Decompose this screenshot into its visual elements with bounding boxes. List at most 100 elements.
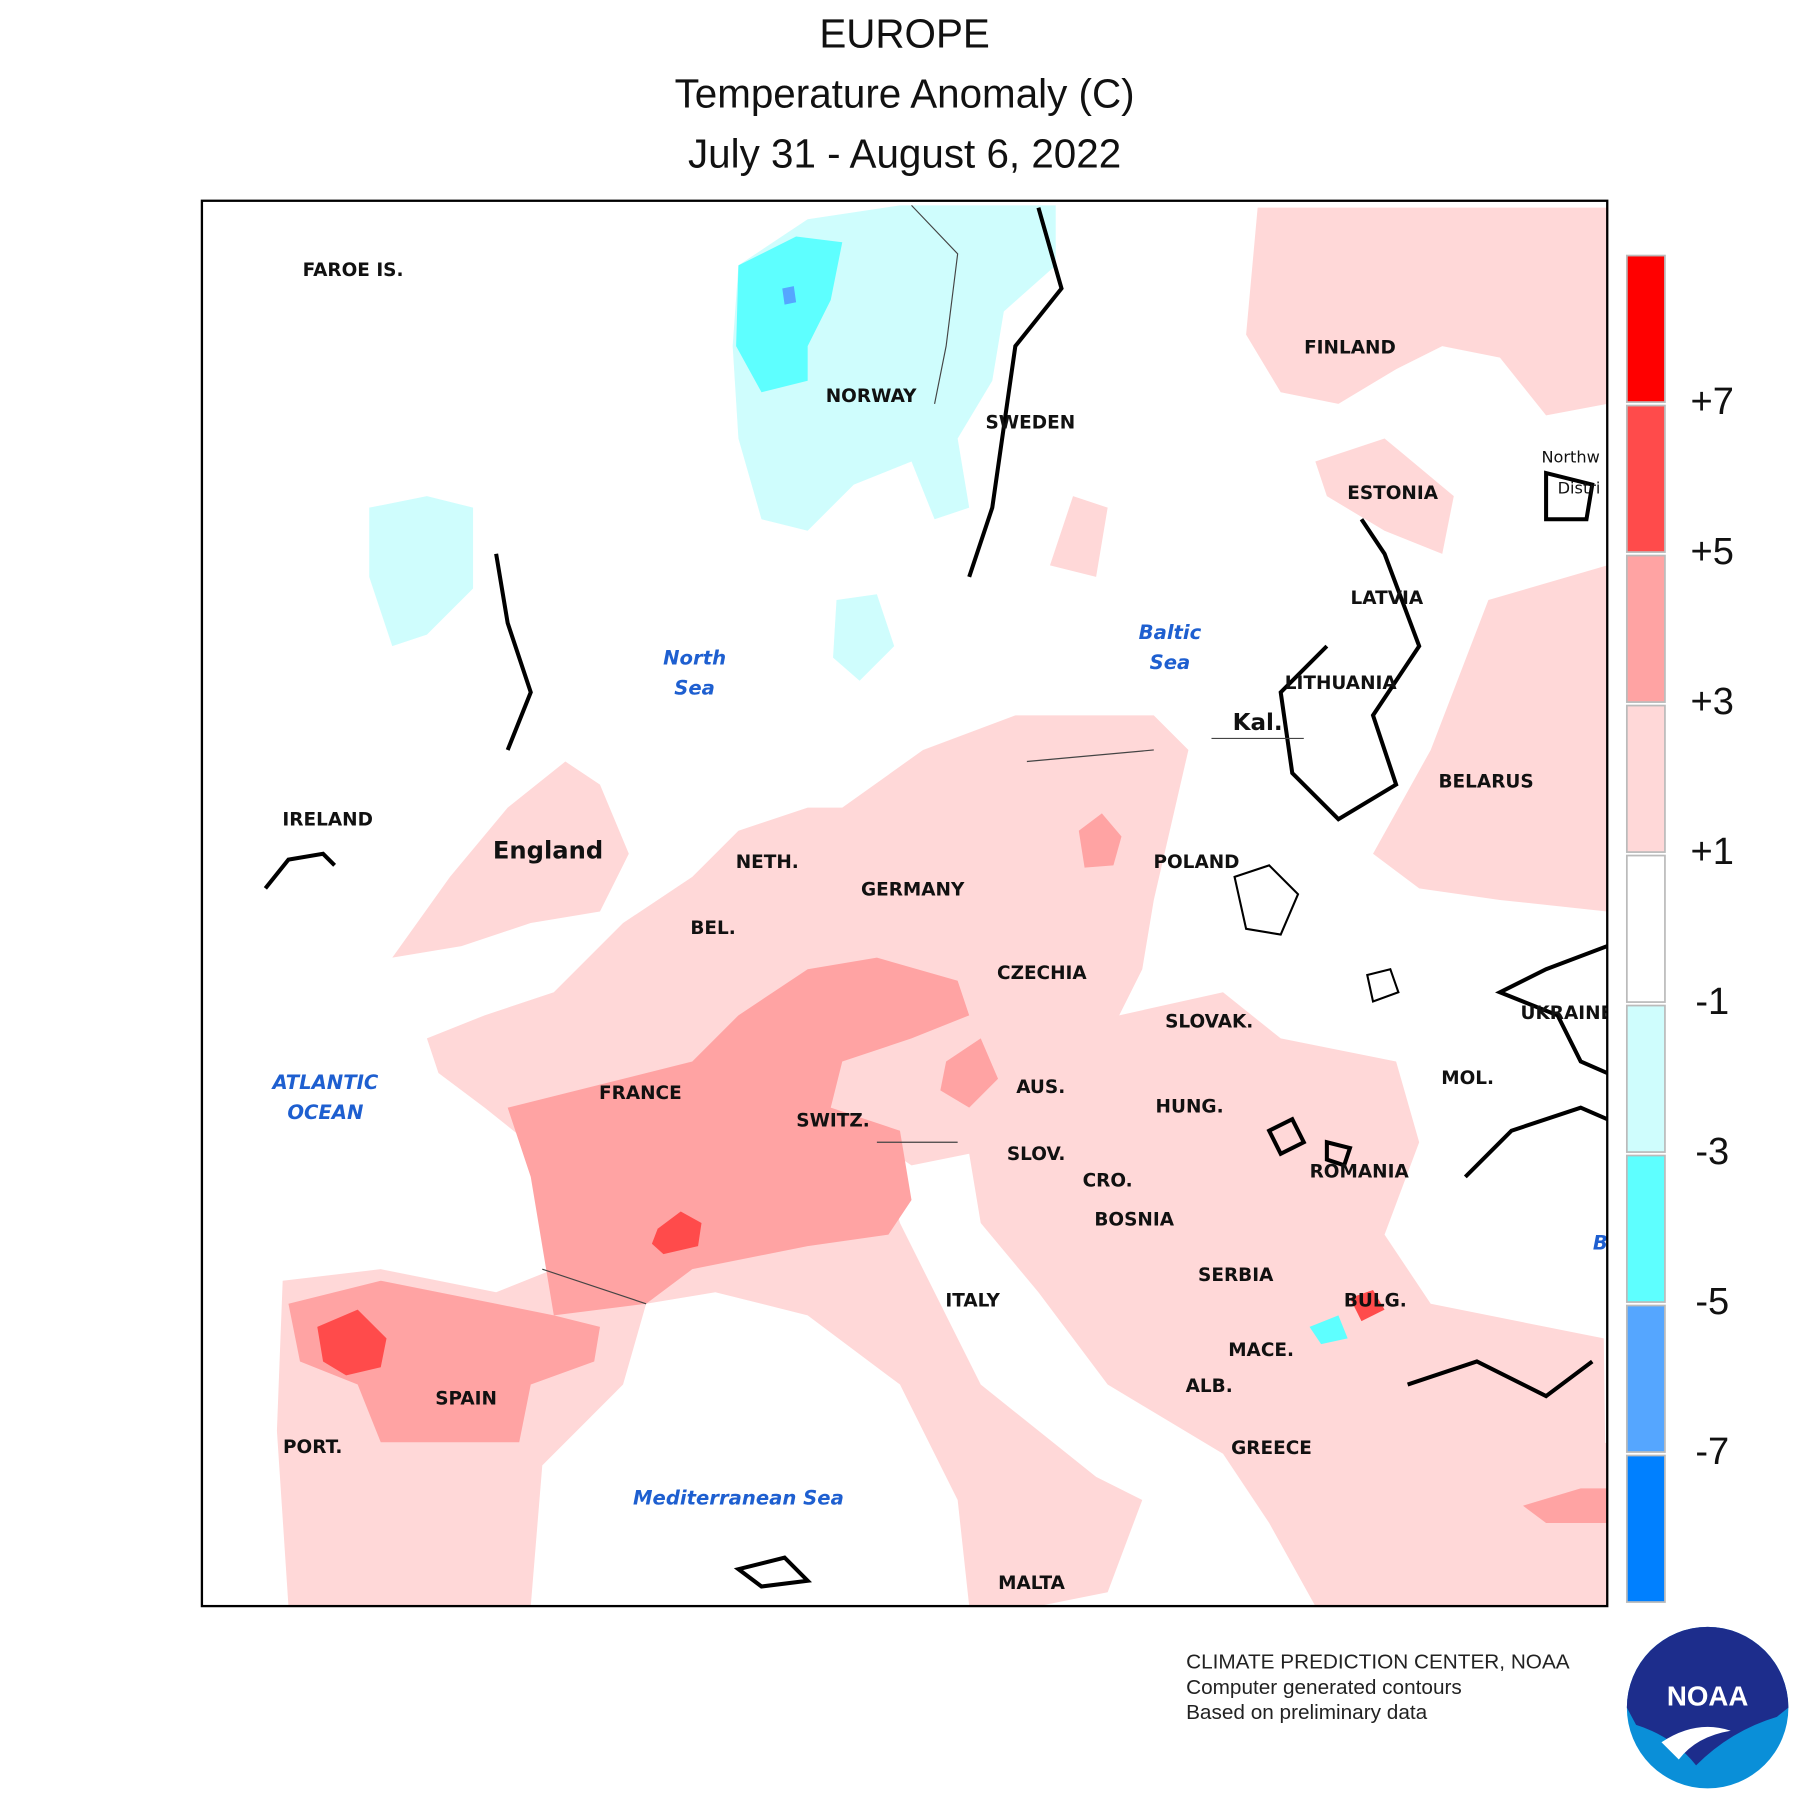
legend-swatch [1625, 704, 1666, 853]
contour [1233, 864, 1300, 936]
anomaly-medium-warm [1078, 813, 1122, 868]
legend-swatch [1625, 404, 1666, 553]
legend-tick-label: -5 [1695, 1281, 1729, 1323]
contour [733, 1555, 813, 1589]
country-label: ROMANIA [1310, 1161, 1410, 1182]
country-label: SPAIN [435, 1389, 497, 1410]
anomaly-medium-warm [1523, 1488, 1608, 1524]
country-label: GERMANY [861, 880, 965, 901]
country-label: England [493, 837, 603, 865]
title: EUROPE [819, 11, 990, 57]
sea-label: Sea [1150, 651, 1191, 674]
subtitle: Temperature Anomaly (C) [675, 71, 1135, 117]
legend-swatch [1625, 254, 1666, 403]
country-label: SLOVAK. [1165, 1011, 1253, 1032]
contour [1406, 1359, 1594, 1399]
map-frame [200, 199, 1609, 1608]
country-label: NETH. [736, 852, 799, 873]
country-label: BEL. [690, 918, 735, 939]
country-label: FRANCE [599, 1083, 682, 1104]
sea-label: Mediterranean Sea [633, 1486, 844, 1509]
country-label: FAROE IS. [303, 260, 404, 281]
contour [1463, 1105, 1608, 1179]
country-label: PORT. [283, 1437, 342, 1458]
anomaly-strong-cool [782, 286, 797, 305]
credit: CLIMATE PREDICTION CENTER, NOAA [1186, 1650, 1570, 1673]
country-label: ALB. [1186, 1376, 1233, 1397]
contour [1266, 1116, 1353, 1168]
contour [1366, 967, 1400, 1003]
country-label: GREECE [1231, 1438, 1312, 1459]
legend-tick-label: -7 [1695, 1431, 1729, 1473]
country-label: BELARUS [1438, 771, 1533, 792]
anomaly-light-cool [369, 496, 474, 647]
anomaly-medium-warm [507, 957, 970, 1316]
country-label: LATVIA [1351, 588, 1424, 609]
border [542, 204, 1304, 1305]
country-label: ESTONIA [1347, 483, 1438, 504]
country-label: CZECHIA [997, 963, 1087, 984]
legend-tick-label: +7 [1691, 381, 1734, 423]
anomaly-strong-warm [651, 1211, 702, 1255]
layout: EUROPE Temperature Anomaly (C) July 31 -… [200, 11, 1789, 1789]
country-label: SWEDEN [986, 412, 1076, 433]
period: July 31 - August 6, 2022 [688, 131, 1121, 177]
legend-swatch [1625, 554, 1666, 703]
anomaly-light-cool [833, 594, 895, 681]
legend-tick-label: -3 [1695, 1131, 1729, 1173]
country-label: ITALY [945, 1290, 1000, 1311]
anomaly-light-warm [1246, 207, 1608, 416]
region-label: Northw [1541, 448, 1599, 467]
legend-swatch [1625, 1454, 1666, 1603]
country-label: MOL. [1441, 1068, 1494, 1089]
anomaly-light-warm [1373, 565, 1608, 912]
sea-label: Sea [674, 676, 715, 699]
anomaly-light-warm [392, 761, 629, 958]
contour [1278, 518, 1422, 822]
contour [1495, 944, 1608, 1075]
country-label: UKRAINE [1521, 1003, 1614, 1024]
anomaly-light-warm [276, 715, 1608, 1607]
contour [967, 207, 1064, 578]
logo-text: NOAA [1667, 1680, 1749, 1711]
country-label: SLOV. [1007, 1144, 1066, 1165]
map: FAROE IS. NORWAY SWEDEN FINLAND ESTONIA … [201, 200, 1614, 1607]
note: Based on preliminary data [1186, 1701, 1428, 1724]
country-label: POLAND [1153, 852, 1239, 873]
note: Computer generated contours [1186, 1676, 1462, 1699]
noaa-logo: NOAA [1626, 1626, 1789, 1789]
country-label: NORWAY [826, 386, 917, 407]
legend: +7 +5 +3 +1 -1 -3 -5 -7 [1625, 254, 1734, 1603]
anomaly-strong-warm [1349, 1289, 1385, 1322]
legend-swatch [1625, 1004, 1666, 1153]
sea-label: ATLANTIC [270, 1071, 378, 1094]
country-label: FINLAND [1304, 337, 1396, 358]
anomaly-medium-cool [1309, 1315, 1348, 1345]
anomaly-medium-cool [736, 236, 843, 393]
anomaly-light-warm [1315, 438, 1454, 554]
country-label: MACE. [1228, 1340, 1294, 1361]
country-label: IRELAND [282, 809, 372, 830]
legend-swatch [1625, 1154, 1666, 1303]
contour [263, 851, 337, 890]
region-label: Distri [1558, 479, 1601, 498]
legend-tick-label: -1 [1695, 981, 1729, 1023]
contour [494, 553, 533, 751]
country-label: HUNG. [1156, 1097, 1224, 1118]
contour [1544, 470, 1595, 522]
anomaly-medium-warm [940, 1038, 999, 1108]
anomaly-strong-warm [317, 1309, 387, 1376]
country-label: BULG. [1344, 1290, 1407, 1311]
sea-label: OCEAN [287, 1101, 363, 1124]
anomaly-light-warm [1049, 496, 1108, 577]
legend-tick-label: +5 [1691, 531, 1734, 573]
country-label: LITHUANIA [1285, 673, 1398, 694]
country-label: BOSNIA [1094, 1210, 1174, 1231]
sea-label: Baltic [1139, 621, 1202, 644]
country-label: SWITZ. [796, 1110, 869, 1131]
legend-swatch [1625, 1304, 1666, 1453]
country-label: CRO. [1083, 1170, 1133, 1191]
legend-tick-label: +3 [1691, 681, 1734, 723]
country-label: SERBIA [1198, 1265, 1274, 1286]
sea-label: B [1593, 1231, 1608, 1254]
